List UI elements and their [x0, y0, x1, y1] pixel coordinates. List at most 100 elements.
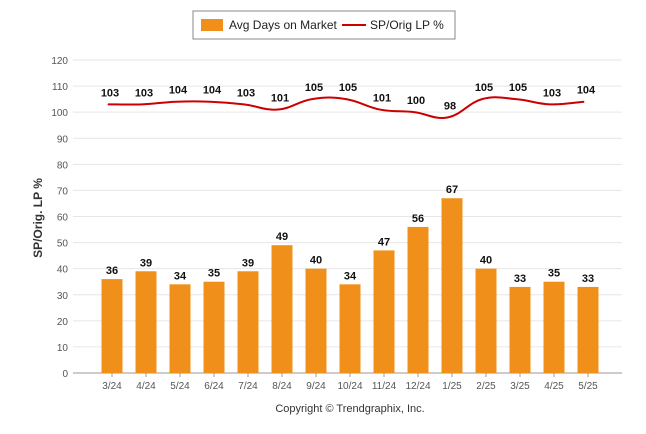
line-point [107, 103, 109, 105]
bar [271, 245, 293, 373]
y-tick-label: 40 [57, 265, 69, 276]
line-data-label: 104 [577, 85, 596, 97]
x-tick-label: 6/24 [204, 381, 224, 392]
bar-data-label: 35 [208, 268, 220, 280]
x-tick-label: 5/25 [578, 381, 598, 392]
bar [203, 281, 225, 373]
line-data-label: 104 [203, 85, 222, 97]
y-tick-label: 50 [57, 239, 69, 250]
copyright-text: Copyright © Trendgraphix, Inc. [275, 403, 424, 415]
x-tick-label: 11/24 [372, 381, 397, 392]
bar-data-label: 47 [378, 236, 390, 248]
x-tick-label: 5/24 [170, 381, 190, 392]
line-point [209, 101, 211, 103]
line-point [549, 103, 551, 105]
line-point [277, 109, 279, 111]
bar-data-label: 40 [480, 255, 492, 267]
bar-data-label: 36 [106, 265, 118, 277]
line-data-label: 101 [271, 93, 289, 105]
bar-data-label: 40 [310, 255, 322, 267]
x-tick-label: 3/25 [510, 381, 530, 392]
line-point [345, 98, 347, 100]
line-data-label: 103 [135, 87, 153, 99]
line-path [107, 96, 585, 119]
line-point [175, 101, 177, 103]
x-tick-label: 4/24 [136, 381, 156, 392]
bar [577, 286, 599, 373]
legend-box [192, 10, 456, 40]
bar-data-label: 33 [514, 273, 526, 285]
y-tick-label: 80 [57, 160, 69, 171]
line-data-label: 104 [169, 85, 188, 97]
line-data-label: 105 [475, 82, 493, 94]
bar-data-label: 34 [174, 270, 187, 282]
bar-data-label: 56 [412, 213, 424, 225]
y-tick-label: 90 [57, 134, 69, 145]
bar [169, 284, 191, 373]
y-tick-label: 120 [51, 56, 68, 67]
line-point [515, 98, 517, 100]
legend-bar-label: Avg Days on Market [229, 18, 337, 32]
x-tick-label: 4/25 [544, 381, 564, 392]
x-tick-label: 12/24 [405, 381, 430, 392]
bar [373, 250, 395, 373]
line-point [447, 116, 449, 118]
x-tick-label: 1/25 [442, 381, 462, 392]
bar [101, 279, 123, 373]
line-data-label: 105 [339, 82, 357, 94]
line-data-label: 98 [444, 100, 456, 112]
bar-data-label: 39 [140, 257, 152, 269]
y-axis-label: SP/Orig. LP % [31, 178, 45, 258]
line-point [379, 109, 381, 111]
x-tick-label: 10/24 [337, 381, 362, 392]
line-data-label: 105 [305, 82, 323, 94]
bar-data-label: 39 [242, 257, 254, 269]
line-data-label: 105 [509, 82, 527, 94]
y-tick-label: 0 [62, 369, 68, 380]
x-tick-label: 9/24 [306, 381, 326, 392]
line-data-label: 101 [373, 93, 391, 105]
x-tick-label: 2/25 [476, 381, 496, 392]
bar [305, 268, 327, 373]
bar [407, 226, 429, 373]
bar [135, 271, 157, 373]
y-tick-label: 60 [57, 213, 69, 224]
bar [543, 281, 565, 373]
y-tick-label: 30 [57, 291, 69, 302]
line-point [311, 98, 313, 100]
line-data-label: 103 [101, 87, 119, 99]
line-data-label: 103 [543, 87, 561, 99]
x-tick-label: 3/24 [102, 381, 122, 392]
legend-bar-swatch [201, 19, 223, 31]
bar-data-label: 49 [276, 231, 288, 243]
line-data-label: 103 [237, 87, 255, 99]
line-point [583, 101, 585, 103]
y-tick-label: 20 [57, 317, 69, 328]
line-data-label: 100 [407, 95, 425, 107]
bar [237, 271, 259, 373]
bar-data-label: 35 [548, 268, 560, 280]
line-series: 103 103 104 104 103 101 105 105 101 100 98 105 105 10… [101, 82, 596, 119]
bar-data-label: 67 [446, 184, 458, 196]
bar [339, 284, 361, 373]
y-tick-label: 70 [57, 186, 69, 197]
y-tick-label: 110 [52, 82, 68, 93]
y-ticks: 0 10 20 30 40 50 60 70 80 90 100 110 120 [51, 56, 68, 380]
y-tick-label: 10 [57, 343, 69, 354]
legend-line-label: SP/Orig LP % [370, 18, 444, 32]
bar-data-label: 34 [344, 270, 357, 282]
line-point [141, 103, 143, 105]
line-point [481, 98, 483, 100]
bar [441, 198, 463, 373]
legend: Avg Days on Market SP/Orig LP % [192, 10, 456, 40]
x-tick-label: 8/24 [272, 381, 292, 392]
bar [475, 268, 497, 373]
x-ticks: 3/24 4/24 5/24 6/24 7/24 8/24 9/24 10/24 11/24 12… [102, 373, 598, 392]
bar-data-label: 33 [582, 273, 594, 285]
y-tick-label: 100 [51, 108, 68, 119]
bar-labels: 36 39 34 35 39 49 40 34 47 56 67 40 33 35 33 [106, 184, 594, 285]
x-tick-label: 7/24 [238, 381, 258, 392]
bars [101, 198, 599, 373]
grid [73, 59, 622, 374]
